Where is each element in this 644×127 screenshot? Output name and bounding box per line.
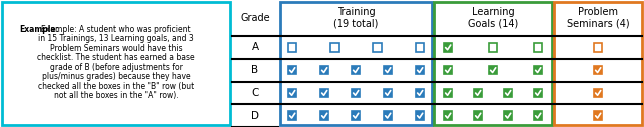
Bar [534, 89, 542, 97]
Bar [288, 66, 296, 74]
Bar [416, 111, 424, 120]
Text: C: C [251, 88, 259, 98]
Bar [489, 43, 497, 52]
Bar [434, 2, 552, 125]
Text: grade of B (before adjustments for: grade of B (before adjustments for [50, 63, 182, 72]
Bar [288, 89, 296, 97]
Bar [504, 111, 512, 120]
Bar [534, 43, 542, 52]
Bar [594, 43, 602, 52]
Text: checked all the boxes in the "B" row (but: checked all the boxes in the "B" row (bu… [38, 82, 194, 91]
Bar [416, 89, 424, 97]
Text: Problem Seminars would have this: Problem Seminars would have this [50, 44, 182, 53]
Bar [352, 89, 360, 97]
Bar [352, 111, 360, 120]
Text: A: A [251, 42, 258, 52]
Bar [320, 111, 328, 120]
Text: plus/minus grades) because they have: plus/minus grades) because they have [42, 72, 191, 81]
Bar [330, 43, 339, 52]
Bar [352, 66, 360, 74]
Text: checklist. The student has earned a base: checklist. The student has earned a base [37, 53, 195, 62]
Bar [554, 2, 642, 125]
Bar [320, 89, 328, 97]
Bar [384, 66, 392, 74]
Bar [534, 66, 542, 74]
Text: Training
(19 total): Training (19 total) [334, 7, 379, 29]
Bar [504, 89, 512, 97]
Bar [474, 111, 482, 120]
Text: Learning
Goals (14): Learning Goals (14) [468, 7, 518, 29]
Bar [444, 111, 452, 120]
Text: D: D [251, 111, 259, 121]
Bar [416, 66, 424, 74]
Text: in 15 Trainings, 13 Learning goals, and 3: in 15 Trainings, 13 Learning goals, and … [38, 34, 194, 43]
Bar [444, 66, 452, 74]
Text: B: B [251, 65, 258, 75]
Bar [534, 111, 542, 120]
Bar [594, 111, 602, 120]
Bar [594, 89, 602, 97]
Bar [288, 43, 296, 52]
Bar [288, 111, 296, 120]
Bar [373, 43, 382, 52]
Bar [444, 43, 452, 52]
Bar [384, 111, 392, 120]
Bar [489, 66, 497, 74]
Text: Example: A student who was proficient: Example: A student who was proficient [41, 25, 191, 34]
Bar [474, 89, 482, 97]
Text: Problem
Seminars (4): Problem Seminars (4) [567, 7, 629, 29]
Text: Grade: Grade [240, 13, 270, 23]
Bar [2, 2, 230, 125]
Text: not all the boxes in the "A" row).: not all the boxes in the "A" row). [53, 91, 178, 100]
Bar [416, 43, 424, 52]
Bar [444, 89, 452, 97]
Bar [594, 66, 602, 74]
Bar [384, 89, 392, 97]
Bar [320, 66, 328, 74]
Text: Example:: Example: [20, 25, 59, 34]
Bar [280, 2, 432, 125]
